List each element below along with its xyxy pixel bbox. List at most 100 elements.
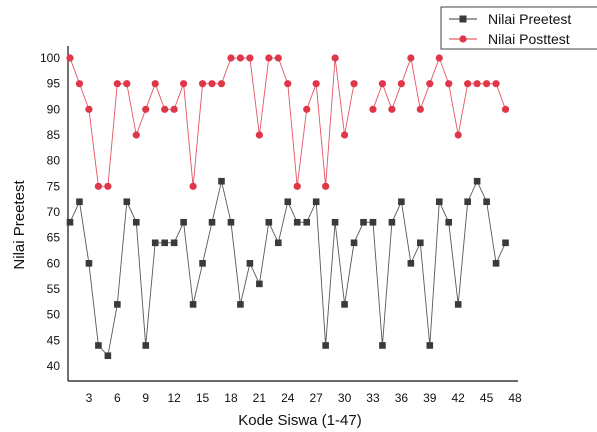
data-point-nilai-preetest [180,218,187,226]
data-point-nilai-preetest [246,260,254,267]
data-point-nilai-preetest [426,342,434,349]
x-tick-label: 9 [142,391,149,405]
y-tick-label: 100 [40,51,60,65]
data-point-nilai-preetest [114,301,121,308]
data-point-nilai-preetest [350,239,358,247]
data-point-nilai-preetest [208,218,216,226]
data-point-nilai-preetest [360,218,367,226]
y-tick-label: 55 [47,282,61,296]
data-point-nilai-posttest [378,80,387,88]
data-point-nilai-preetest [388,218,396,226]
x-tick-label: 18 [224,391,238,405]
data-point-nilai-posttest [464,80,472,88]
data-point-nilai-posttest [407,54,415,62]
data-point-nilai-preetest [502,239,509,247]
y-tick-label: 65 [47,231,61,245]
data-point-nilai-preetest [407,260,415,267]
data-point-nilai-posttest [397,80,405,88]
data-point-nilai-posttest [454,131,462,139]
chart-axes [67,46,518,382]
y-tick-label: 90 [47,102,61,116]
data-point-nilai-preetest [483,198,490,206]
data-point-nilai-preetest [66,218,74,226]
data-point-nilai-preetest [170,239,178,247]
data-point-nilai-posttest [208,80,216,88]
data-point-nilai-preetest [435,198,443,206]
x-tick-label: 42 [452,391,466,405]
x-tick-label: 33 [366,391,380,405]
data-point-nilai-preetest [303,218,311,226]
data-point-nilai-posttest [473,80,481,88]
y-tick-label: 60 [47,256,61,270]
data-point-nilai-preetest [142,342,150,349]
data-point-nilai-preetest [331,218,339,226]
data-point-nilai-preetest [123,198,131,206]
data-point-nilai-posttest [236,54,245,62]
data-point-nilai-preetest [76,198,83,206]
y-tick-label: 85 [47,128,61,142]
data-point-nilai-posttest [265,54,273,62]
data-point-nilai-preetest [199,260,206,267]
data-point-nilai-posttest [435,54,443,62]
x-tick-label: 48 [508,391,522,405]
data-point-nilai-posttest [198,80,207,88]
x-tick-label: 27 [309,391,323,405]
data-point-nilai-preetest [218,177,225,185]
legend-marker-posttest [459,35,467,43]
legend-marker-preetest [459,15,467,23]
data-point-nilai-posttest [492,80,500,88]
data-point-nilai-posttest [161,105,169,113]
data-point-nilai-preetest [104,352,112,360]
data-point-nilai-posttest [75,80,84,88]
data-point-nilai-posttest [189,182,197,190]
data-point-nilai-posttest [180,80,188,88]
data-point-nilai-posttest [217,80,226,88]
y-tick-label: 40 [47,359,61,373]
data-point-nilai-posttest [104,182,112,190]
y-tick-label: 50 [47,308,61,322]
x-tick-label: 12 [167,391,181,405]
data-point-nilai-posttest [293,182,301,190]
data-point-nilai-posttest [255,131,263,139]
data-point-nilai-posttest [331,54,339,62]
data-point-nilai-preetest [85,260,93,267]
data-point-nilai-preetest [284,198,292,206]
series-points [66,54,510,360]
data-point-nilai-posttest [350,80,358,88]
data-point-nilai-posttest [170,105,178,113]
data-point-nilai-preetest [445,218,453,226]
data-point-nilai-preetest [322,342,329,349]
data-point-nilai-preetest [274,239,282,247]
x-tick-label: 24 [281,391,295,405]
x-tick-label: 21 [253,391,267,405]
data-point-nilai-posttest [132,131,140,139]
data-point-nilai-posttest [151,80,159,88]
data-point-nilai-preetest [161,239,168,247]
legend-label-preetest: Nilai Preetest [488,11,571,27]
x-axis-title: Kode Siswa (1-47) [238,412,361,429]
data-point-nilai-posttest [482,80,491,88]
data-point-nilai-posttest [501,105,510,113]
data-point-nilai-posttest [123,80,131,88]
y-axis-title: Nilai Preetest [11,180,28,270]
data-point-nilai-posttest [303,105,311,113]
data-point-nilai-preetest [369,218,377,226]
data-point-nilai-preetest [151,239,159,247]
x-tick-label: 39 [423,391,437,405]
x-tick-label: 6 [114,391,121,405]
x-tick-label: 15 [196,391,210,405]
series-line-nilai-posttest [372,56,506,136]
data-point-nilai-preetest [227,218,235,226]
y-tick-label: 95 [47,77,61,91]
data-point-nilai-posttest [284,80,292,88]
data-point-nilai-posttest [142,105,150,113]
data-point-nilai-posttest [274,54,282,62]
data-point-nilai-posttest [94,182,103,190]
data-point-nilai-preetest [464,198,471,206]
y-tick-label: 80 [47,154,61,168]
data-point-nilai-preetest [341,301,348,308]
x-tick-label: 3 [86,391,93,405]
data-point-nilai-preetest [293,218,301,226]
data-point-nilai-posttest [227,54,235,62]
legend-box [440,6,597,50]
